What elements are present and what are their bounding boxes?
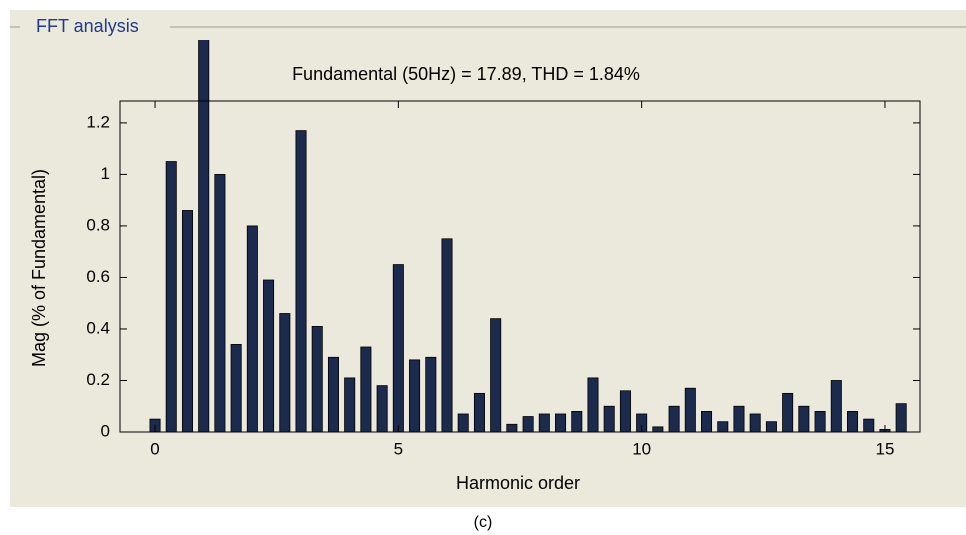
y-tick-label: 0.4 <box>86 318 110 337</box>
y-tick-label: 1 <box>101 164 110 183</box>
bar <box>376 385 388 432</box>
x-axis-label: Harmonic order <box>456 473 580 493</box>
bar <box>490 318 502 432</box>
bar <box>814 410 826 432</box>
bar <box>798 405 810 432</box>
bar <box>684 387 696 432</box>
bar <box>830 380 842 432</box>
bar <box>717 421 729 432</box>
plot-frame <box>119 100 921 433</box>
bar <box>846 410 859 432</box>
y-tick-label: 0 <box>101 421 110 440</box>
x-tick-label: 15 <box>876 439 895 458</box>
bar <box>765 421 777 432</box>
y-axis-label: Mag (% of Fundamental) <box>29 169 49 367</box>
y-tick-label: 0.6 <box>86 267 110 286</box>
bar <box>181 210 194 432</box>
bar <box>425 356 437 432</box>
bar <box>668 405 680 432</box>
bar <box>603 405 615 432</box>
bar <box>295 130 307 432</box>
bar <box>571 410 583 432</box>
bar <box>344 377 356 432</box>
bar <box>441 238 453 432</box>
caption: (c) <box>474 514 493 531</box>
x-tick-label: 0 <box>150 439 159 458</box>
bar <box>701 410 713 432</box>
bar <box>749 413 761 432</box>
bar <box>409 359 421 432</box>
bar <box>619 390 631 432</box>
x-tick-label: 10 <box>632 439 651 458</box>
bar <box>230 344 242 432</box>
bar <box>165 161 177 432</box>
bar <box>538 413 550 432</box>
bar <box>652 426 664 432</box>
y-tick-label: 1.2 <box>86 112 110 131</box>
bar <box>263 279 275 432</box>
bar <box>392 264 404 432</box>
panel-title: FFT analysis <box>36 16 139 36</box>
y-tick-label: 0.2 <box>86 370 110 389</box>
bar <box>895 403 907 432</box>
bar <box>311 325 323 432</box>
bar <box>457 413 469 432</box>
bar <box>506 423 518 432</box>
bar <box>198 40 210 432</box>
x-tick-label: 5 <box>394 439 403 458</box>
bar <box>246 225 258 432</box>
bar <box>782 392 794 432</box>
bar <box>636 413 648 432</box>
chart-title: Fundamental (50Hz) = 17.89, THD = 1.84% <box>292 64 640 84</box>
y-tick-label: 0.8 <box>86 215 110 234</box>
bar <box>279 313 291 432</box>
bar <box>863 418 875 432</box>
bar <box>587 377 599 432</box>
bar <box>473 392 485 432</box>
bar <box>555 413 567 432</box>
bar <box>733 405 745 432</box>
bar <box>214 174 226 432</box>
bar <box>327 356 339 432</box>
bar <box>522 416 534 432</box>
bar <box>360 346 372 432</box>
